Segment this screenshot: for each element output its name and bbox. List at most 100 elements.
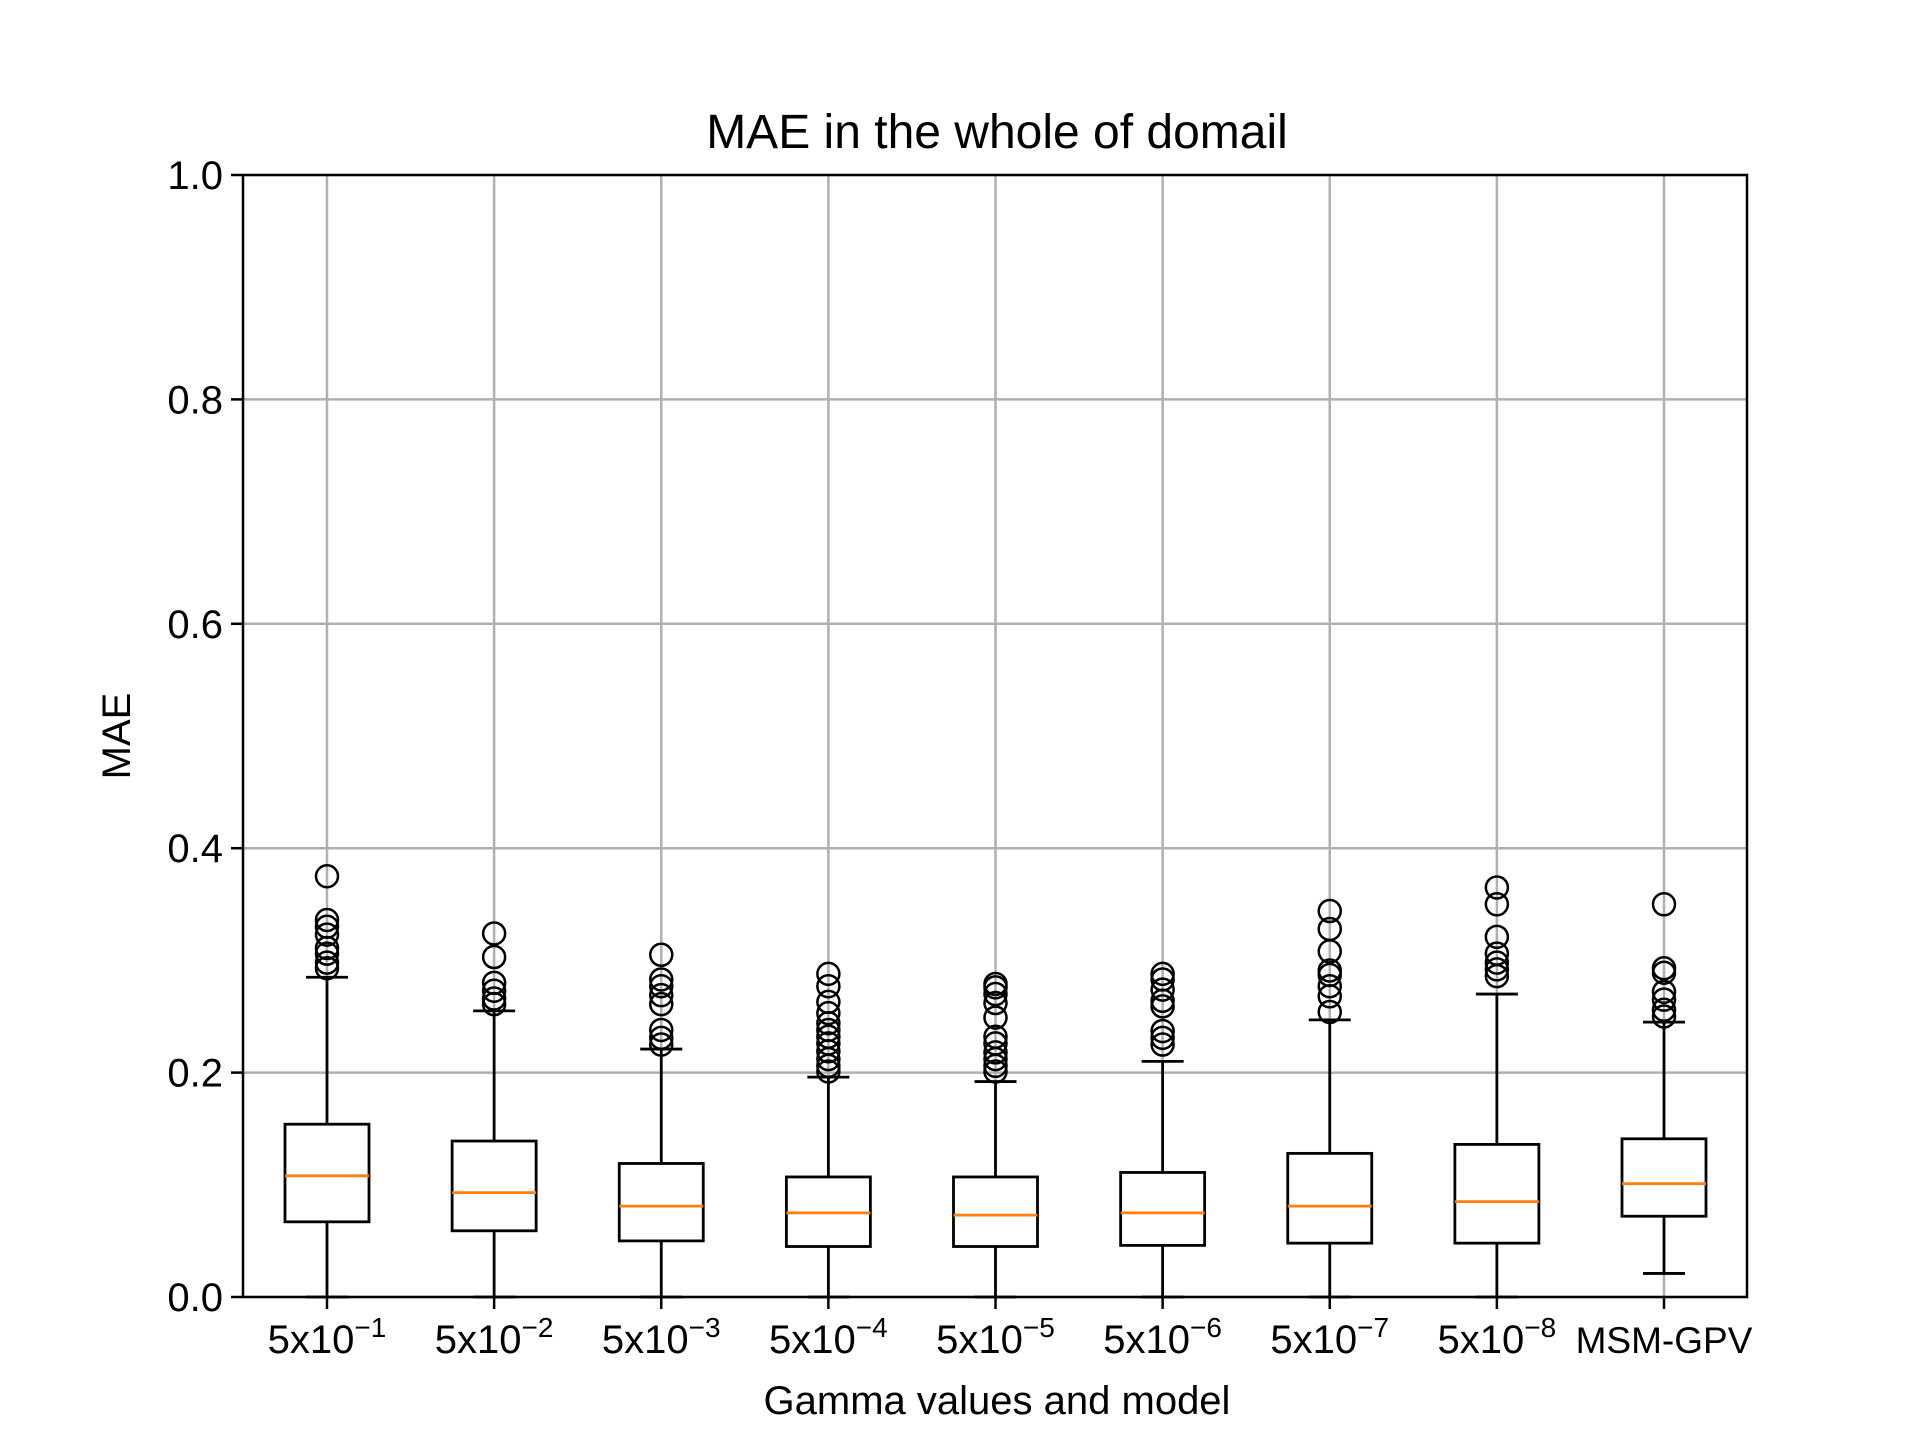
- iqr-box: [283, 1122, 371, 1224]
- y-axis-ticks: 0.0 0.2 0.4 0.6 0.8 1.0: [167, 154, 243, 1320]
- outlier-point: [1651, 997, 1677, 1023]
- x-tick-label: MSM-GPV: [1576, 1320, 1753, 1361]
- outlier-point: [983, 1005, 1008, 1030]
- outlier-point: [314, 914, 340, 939]
- x-axis-label: Gamma values and model: [764, 1379, 1231, 1423]
- iqr-box: [1119, 1171, 1207, 1247]
- box-group: [784, 961, 872, 1299]
- outlier-point: [481, 944, 507, 970]
- outlier-point: [1317, 958, 1342, 983]
- outlier-point: [983, 1031, 1008, 1056]
- iqr-box: [952, 1175, 1039, 1248]
- outlier-point: [816, 989, 841, 1015]
- x-tick-label: 5x10−7: [1270, 1312, 1389, 1362]
- outlier-point: [1651, 892, 1677, 917]
- iqr-box: [1453, 1143, 1541, 1245]
- outlier-point: [816, 1059, 841, 1084]
- x-tick-label-base: 5x10: [1103, 1318, 1190, 1362]
- outlier-point: [1484, 941, 1510, 966]
- y-tick-label: 0.0: [167, 1276, 223, 1320]
- outlier-point: [314, 922, 340, 947]
- x-tick-label: 5x10−1: [268, 1312, 387, 1362]
- outlier-point: [649, 982, 674, 1008]
- y-tick-label: 0.2: [167, 1052, 223, 1096]
- outlier-point: [816, 1017, 841, 1043]
- x-tick-label: 5x10−5: [936, 1312, 1055, 1362]
- outlier-point: [983, 1040, 1008, 1065]
- outlier-point: [983, 990, 1008, 1016]
- outlier-point: [1317, 999, 1342, 1025]
- x-tick-label: 5x10−8: [1438, 1312, 1557, 1362]
- y-tick-label: 0.4: [167, 827, 223, 871]
- outlier-point: [649, 942, 674, 968]
- y-axis-label: MAE: [95, 693, 139, 780]
- boxes: [283, 864, 1708, 1299]
- box-group: [617, 942, 705, 1299]
- outlier-point: [816, 1031, 841, 1056]
- box-group: [952, 971, 1039, 1299]
- x-tick-label-base: MSM-GPV: [1576, 1320, 1753, 1361]
- box-group: [1620, 892, 1708, 1275]
- outlier-point: [1150, 1018, 1175, 1044]
- x-tick-label: 5x10−6: [1103, 1312, 1222, 1362]
- x-tick-label-exponent: −7: [1357, 1312, 1389, 1343]
- box-group: [283, 864, 371, 1299]
- iqr-box: [617, 1162, 705, 1243]
- outlier-point: [481, 921, 507, 946]
- outlier-point: [1651, 987, 1677, 1012]
- outlier-point: [1150, 961, 1175, 987]
- x-tick-label-base: 5x10: [602, 1318, 689, 1362]
- outlier-point: [816, 1024, 841, 1049]
- outlier-point: [649, 973, 674, 999]
- x-tick-label: 5x10−2: [435, 1312, 554, 1362]
- outlier-point: [816, 1000, 841, 1026]
- outlier-point: [1484, 892, 1510, 917]
- x-tick-label-exponent: −4: [856, 1312, 888, 1343]
- outlier-point: [983, 1024, 1008, 1049]
- outlier-point: [649, 1025, 674, 1051]
- outlier-point: [649, 1017, 674, 1043]
- outlier-point: [481, 986, 507, 1011]
- outlier-point: [1150, 1032, 1175, 1057]
- x-tick-label-base: 5x10: [1438, 1318, 1525, 1362]
- outlier-point: [1651, 1004, 1677, 1029]
- outlier-point: [1317, 973, 1342, 999]
- outlier-point: [816, 961, 841, 987]
- iqr-box: [450, 1139, 538, 1233]
- x-tick-label-exponent: −6: [1190, 1312, 1222, 1343]
- x-tick-label: 5x10−3: [602, 1312, 721, 1362]
- outlier-point: [983, 971, 1008, 997]
- outlier-point: [1150, 1025, 1175, 1051]
- outlier-point: [1317, 898, 1342, 924]
- outlier-point: [1651, 956, 1677, 981]
- x-tick-label-exponent: −8: [1524, 1312, 1556, 1343]
- box-group: [1119, 961, 1207, 1299]
- outlier-point: [481, 978, 507, 1003]
- x-tick-label-exponent: −2: [522, 1312, 554, 1343]
- x-tick-label-base: 5x10: [268, 1318, 355, 1362]
- outlier-point: [314, 950, 340, 975]
- x-tick-label-exponent: −5: [1023, 1312, 1055, 1343]
- outlier-point: [1484, 950, 1510, 975]
- x-tick-label-base: 5x10: [435, 1318, 522, 1362]
- x-tick-label: 5x10−4: [769, 1312, 888, 1362]
- y-tick-label: 1.0: [167, 154, 223, 198]
- outlier-point: [314, 956, 340, 981]
- x-tick-label-base: 5x10: [936, 1318, 1023, 1362]
- iqr-box: [1286, 1151, 1374, 1245]
- chart-title: MAE in the whole of domail: [706, 106, 1288, 159]
- outlier-point: [649, 967, 674, 992]
- outlier-point: [481, 970, 507, 996]
- outlier-point: [1150, 977, 1175, 1002]
- iqr-box: [1620, 1137, 1708, 1218]
- outlier-point: [1651, 979, 1677, 1005]
- box-group: [450, 921, 538, 1299]
- outlier-point: [314, 907, 340, 933]
- outlier-point: [816, 973, 841, 999]
- outlier-point: [649, 991, 674, 1017]
- x-axis-ticks: 5x10−1 5x10−2 5x10−3 5x10−4 5x10−5 5x10−6 5x10…: [268, 1297, 1753, 1362]
- y-tick-label: 0.8: [167, 378, 223, 422]
- x-tick-label-exponent: −3: [689, 1312, 721, 1343]
- outlier-point: [1150, 994, 1175, 1019]
